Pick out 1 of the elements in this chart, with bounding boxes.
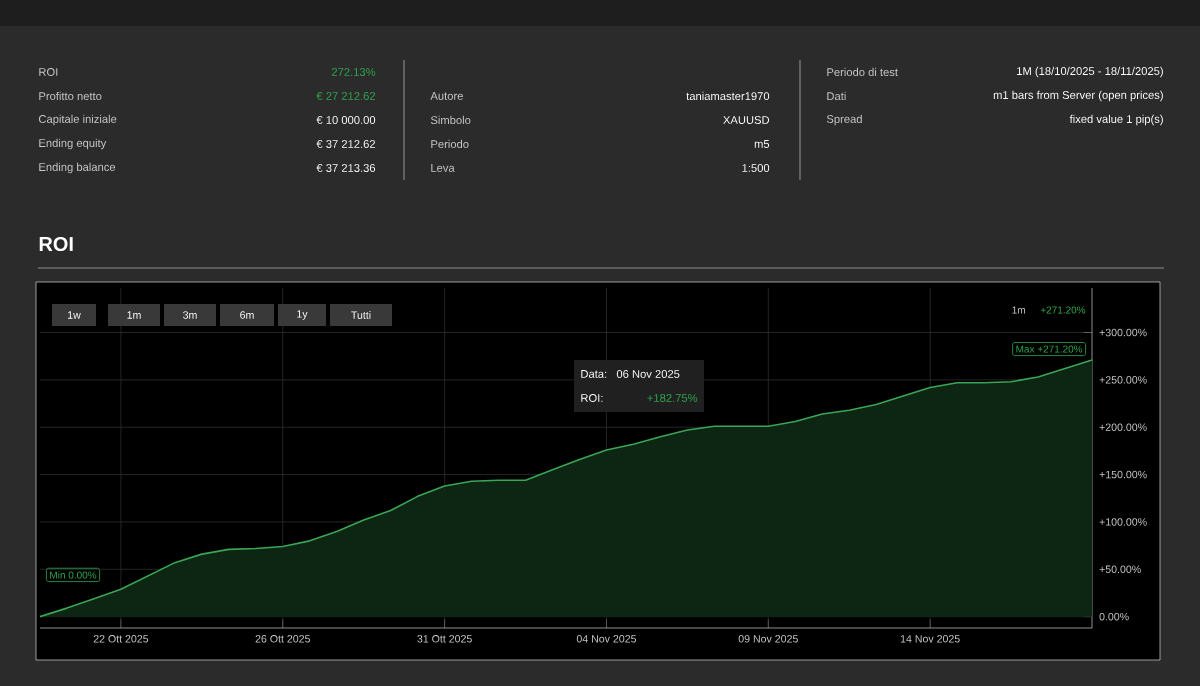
chart-title: ROI bbox=[39, 236, 73, 252]
